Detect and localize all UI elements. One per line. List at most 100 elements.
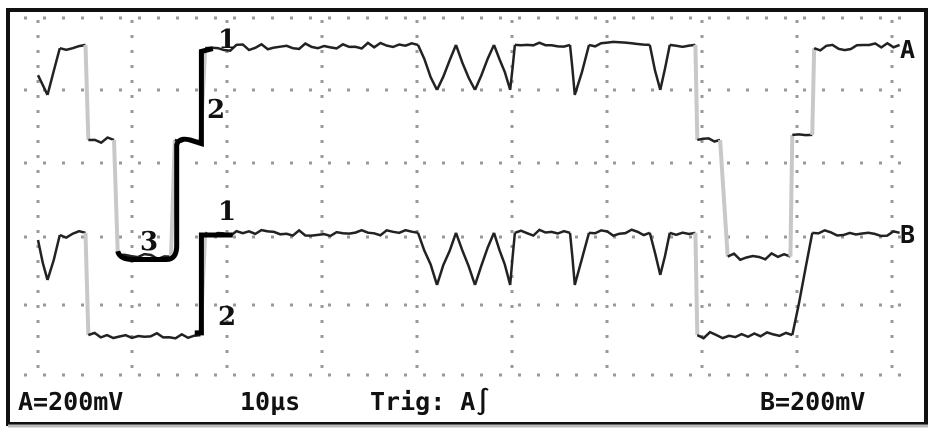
- grid-dot-h5: [651, 373, 654, 377]
- trace-B-segment: [669, 231, 696, 237]
- trace-B-segment: [492, 232, 512, 286]
- grid-dot-v4: [415, 155, 419, 158]
- grid-dot-h2: [841, 161, 844, 165]
- grid-dot-v5: [510, 35, 514, 38]
- grid-dot-h4: [214, 303, 217, 307]
- trace-B-highlighted-transition: [194, 232, 233, 336]
- grid-dot-v9: [890, 245, 894, 248]
- grid-dot-v6: [605, 80, 609, 83]
- grid-dot-v6: [605, 65, 609, 68]
- trace-A-segment: [36, 74, 49, 96]
- grid-dot-v9: [890, 275, 894, 278]
- grid-dot-v1: [130, 275, 134, 278]
- grid-dot-h3: [442, 235, 445, 239]
- trace-A-edge: [112, 139, 120, 256]
- grid-dot-h1: [347, 88, 350, 92]
- grid-dot-v0: [36, 185, 40, 188]
- grid-dot-h3: [841, 235, 844, 239]
- grid-dot-h3: [328, 235, 331, 239]
- grid-dot-v6: [605, 200, 609, 203]
- grid-dot-v2: [225, 140, 229, 143]
- grid-dot-h0: [898, 16, 901, 20]
- grid-dot-h2: [157, 161, 160, 165]
- channel-b-scale: B=200mV: [760, 387, 865, 416]
- grid-dot-v1: [130, 110, 134, 113]
- grid-dot-v0: [36, 110, 40, 113]
- grid-dot-h0: [803, 16, 806, 20]
- grid-dot-h0: [347, 16, 350, 20]
- grid-dot-v4: [415, 200, 419, 203]
- grid-dot-h5: [784, 373, 787, 377]
- grid-dot-h5: [594, 373, 597, 377]
- grid-dot-v8: [795, 215, 799, 218]
- trace-B-segment: [573, 232, 591, 286]
- grid-dot-v0: [36, 140, 40, 143]
- grid-dot-h3: [556, 235, 559, 239]
- trace-A-segment: [697, 137, 721, 143]
- trace-A-segment: [659, 44, 672, 91]
- grid-dot-v7: [700, 140, 704, 143]
- grid-dot-h1: [119, 88, 122, 92]
- grid-dot-h1: [62, 88, 65, 92]
- grid-dot-v0: [36, 260, 40, 263]
- grid-dot-h3: [24, 235, 27, 239]
- grid-dot-h2: [347, 161, 350, 165]
- grid-dot-h2: [442, 161, 445, 165]
- grid-dot-v2: [225, 215, 229, 218]
- grid-dot-h3: [119, 235, 122, 239]
- grid-dot-h5: [423, 373, 426, 377]
- grid-dot-h2: [100, 161, 103, 165]
- grid-dot-h0: [271, 16, 274, 20]
- grid-dot-h4: [404, 303, 407, 307]
- grid-dot-h5: [252, 373, 255, 377]
- grid-dot-h5: [62, 373, 65, 377]
- grid-dot-v3: [320, 110, 324, 113]
- grid-dot-v1: [130, 125, 134, 128]
- grid-dot-v7: [700, 290, 704, 293]
- grid-dot-v1: [130, 320, 134, 323]
- grid-dot-h4: [803, 303, 806, 307]
- grid-dot-v4: [415, 110, 419, 113]
- grid-dot-v6: [605, 275, 609, 278]
- grid-dot-v1: [130, 50, 134, 53]
- grid-dot-h4: [252, 303, 255, 307]
- grid-dot-v3: [320, 155, 324, 158]
- grid-dot-v7: [700, 155, 704, 158]
- grid-dot-h5: [689, 373, 692, 377]
- grid-dot-h1: [271, 88, 274, 92]
- grid-dot-v5: [510, 200, 514, 203]
- grid-dot-v9: [890, 305, 894, 308]
- grid-dot-h2: [214, 161, 217, 165]
- grid-dot-h2: [309, 161, 312, 165]
- grid-dot-h3: [765, 235, 768, 239]
- grid-dot-h1: [518, 88, 521, 92]
- grid-dot-v6: [605, 335, 609, 338]
- grid-dot-h3: [233, 235, 236, 239]
- grid-dot-v1: [130, 350, 134, 353]
- grid-dot-v4: [415, 35, 419, 38]
- grid-dot-v4: [415, 125, 419, 128]
- grid-dot-v7: [700, 110, 704, 113]
- grid-dot-v4: [415, 305, 419, 308]
- grid-dot-v7: [700, 365, 704, 368]
- grid-dot-v8: [795, 365, 799, 368]
- grid-dot-h0: [575, 16, 578, 20]
- grid-dot-v4: [415, 320, 419, 323]
- grid-dot-v3: [320, 305, 324, 308]
- grid-dot-h5: [461, 373, 464, 377]
- grid-dot-h1: [841, 88, 844, 92]
- grid-dot-v9: [890, 125, 894, 128]
- grid-dot-h3: [423, 235, 426, 239]
- grid-dot-h0: [518, 16, 521, 20]
- grid-dot-h0: [708, 16, 711, 20]
- grid-dot-v8: [795, 350, 799, 353]
- grid-dot-v5: [510, 95, 514, 98]
- grid-dot-h3: [271, 235, 274, 239]
- grid-dot-h0: [309, 16, 312, 20]
- grid-dot-h1: [176, 88, 179, 92]
- grid-dot-h2: [423, 161, 426, 165]
- grid-dot-h3: [366, 235, 369, 239]
- grid-dot-h1: [81, 88, 84, 92]
- grid-dot-h1: [784, 88, 787, 92]
- grid-dot-v6: [605, 350, 609, 353]
